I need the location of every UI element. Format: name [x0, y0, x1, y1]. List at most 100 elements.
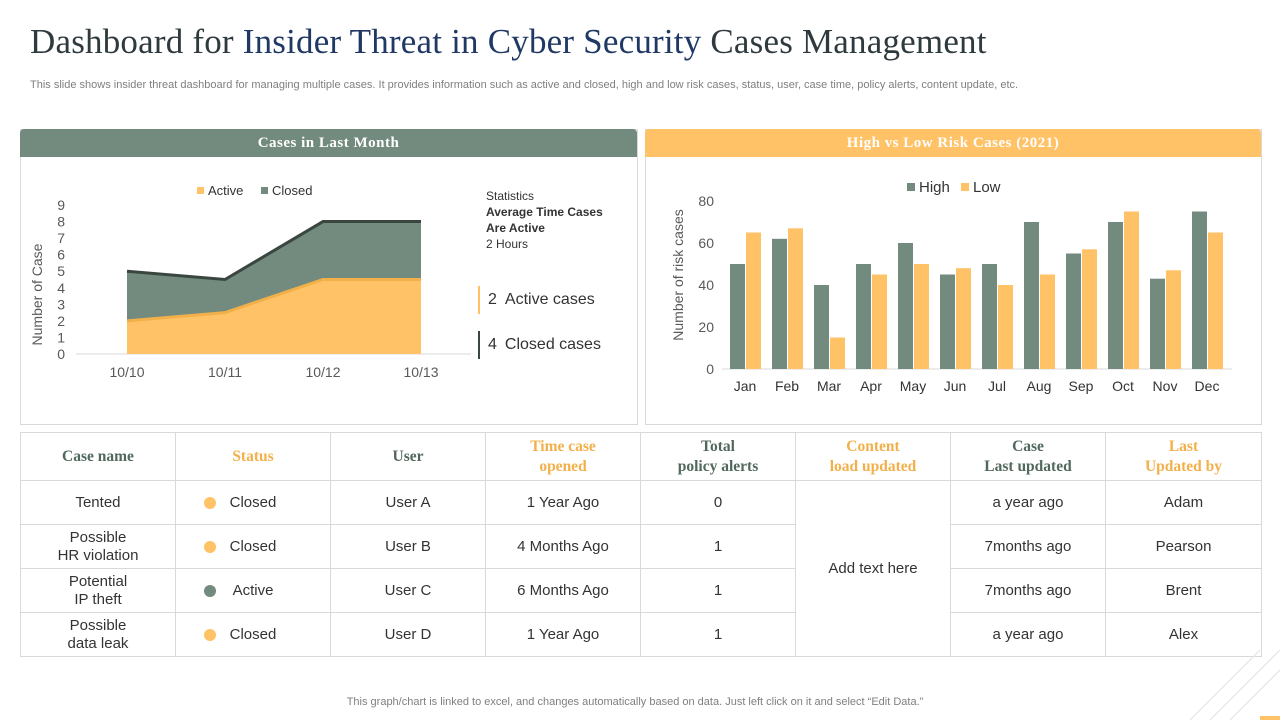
title-part-1: Dashboard for — [30, 22, 243, 61]
y-tick-label: 20 — [698, 319, 714, 335]
kpi-active-value: 2 — [488, 291, 497, 308]
cases-table: Case name Status User Time case opened To… — [20, 432, 1262, 657]
statistics-value: 2 Hours — [486, 237, 529, 251]
y-tick-label: 0 — [706, 361, 714, 377]
statistics-block: Statistics Average Time Cases Are Active… — [486, 188, 603, 252]
bar-high — [1024, 222, 1039, 369]
risk-cases-header: High vs Low Risk Cases (2021) — [645, 129, 1261, 157]
y-axis-label: Number of Case — [29, 243, 45, 345]
bar-low — [998, 285, 1013, 369]
kpi-active-label: Active cases — [504, 291, 595, 308]
cell-policy-alerts: 1 — [640, 568, 796, 613]
status-dot-icon — [204, 540, 216, 553]
cell-last-updated-by: Brent — [1105, 568, 1262, 613]
header-user: User — [330, 432, 486, 481]
header-time-case-opened: Time case opened — [485, 432, 641, 481]
x-tick-label: May — [900, 378, 926, 394]
header-content-load-updated: Content load updated — [795, 432, 951, 481]
y-tick-label: 2 — [57, 313, 65, 329]
bar-low — [830, 337, 845, 369]
cell-status: Active — [175, 568, 331, 613]
header-case-name: Case name — [20, 432, 176, 481]
decor-line — [1229, 669, 1280, 720]
cases-last-month-header: Cases in Last Month — [20, 129, 637, 157]
cell-time-opened: 1 Year Ago — [485, 612, 641, 657]
y-tick-label: 80 — [698, 193, 714, 209]
x-tick-label: Jul — [988, 378, 1006, 394]
y-tick-label: 4 — [57, 280, 65, 296]
cell-time-opened: 6 Months Ago — [485, 568, 641, 613]
legend-swatch-low — [961, 183, 969, 191]
title-part-2: Cases Management — [701, 22, 987, 61]
cell-last-updated-by: Adam — [1105, 480, 1262, 525]
cell-case-name: Potential IP theft — [20, 568, 176, 613]
x-tick-label: Feb — [775, 378, 799, 394]
bar-low — [1124, 211, 1139, 369]
y-tick-label: 8 — [57, 214, 65, 230]
y-tick-label: 3 — [57, 296, 65, 312]
x-tick-label: Jun — [944, 378, 967, 394]
cell-case-name: Tented — [20, 480, 176, 525]
x-tick-label: Sep — [1069, 378, 1094, 394]
bar-high — [856, 264, 871, 369]
statistics-label: Statistics — [486, 189, 535, 203]
bar-low — [1040, 274, 1055, 369]
cell-last-updated-by: Pearson — [1105, 524, 1262, 569]
x-tick-label: Dec — [1195, 378, 1220, 394]
bar-chart[interactable]: High Low 0 20 40 60 80 Number of risk cases Jan F… — [652, 165, 1252, 405]
cell-case-last-updated: a year ago — [950, 480, 1106, 525]
cell-case-last-updated: 7months ago — [950, 568, 1106, 613]
cell-case-last-updated: 7months ago — [950, 524, 1106, 569]
line-closed — [126, 220, 421, 282]
cell-policy-alerts: 1 — [640, 612, 796, 657]
cell-case-name: Possible data leak — [20, 612, 176, 657]
bar-low — [1166, 270, 1181, 369]
bar-low — [1082, 249, 1097, 369]
status-dot-icon — [204, 584, 216, 597]
x-tick-label: Jan — [734, 378, 757, 394]
table-row: Possible HR violation Closed User B 4 Mon… — [20, 524, 1262, 569]
y-tick-label: 0 — [57, 346, 65, 362]
cell-last-updated-by: Alex — [1105, 612, 1262, 657]
statistics-bold-line-2: Are Active — [486, 221, 545, 235]
bar-low — [956, 268, 971, 369]
y-tick-label: 40 — [698, 277, 714, 293]
bar-low — [1208, 232, 1223, 369]
statistics-bold-line-1: Average Time Cases — [486, 205, 603, 219]
table-row: Tented Closed User A 1 Year Ago 0 Add te… — [20, 480, 1262, 657]
status-dot-icon — [204, 496, 216, 509]
status-dot-icon — [204, 628, 216, 641]
y-axis-label: Number of risk cases — [670, 209, 686, 340]
cell-user: User B — [330, 524, 486, 569]
decor-line — [1209, 650, 1280, 720]
bar-high — [772, 238, 787, 369]
bar-high — [814, 285, 829, 369]
cell-policy-alerts: 0 — [640, 480, 796, 525]
cell-status: Closed — [175, 612, 331, 657]
legend-swatch-active — [197, 187, 204, 194]
header-last-updated-by: Last Updated by — [1105, 432, 1262, 481]
table-header-row: Case name Status User Time case opened To… — [20, 432, 1262, 481]
legend-label-high: High — [919, 179, 950, 196]
x-tick-label: Mar — [817, 378, 841, 394]
table-row: Possible data leak Closed User D 1 Year A… — [20, 612, 1262, 657]
bar-high — [1192, 211, 1207, 369]
cell-user: User A — [330, 480, 486, 525]
kpi-closed-value: 4 — [488, 336, 497, 353]
cell-user: User D — [330, 612, 486, 657]
cell-user: User C — [330, 568, 486, 613]
cell-content-load-updated: Add text here — [795, 480, 951, 657]
cell-status: Closed — [175, 480, 331, 525]
x-tick-label: 10/13 — [403, 364, 438, 380]
y-tick-label: 5 — [57, 263, 65, 279]
area-active — [127, 279, 421, 354]
x-tick-label: 10/12 — [305, 364, 340, 380]
bar-high — [1150, 278, 1165, 369]
y-tick-label: 9 — [57, 197, 65, 213]
bar-high — [940, 274, 955, 369]
bar-high — [982, 264, 997, 369]
bar-low — [788, 228, 803, 369]
footer-note: This graph/chart is linked to excel, and… — [346, 696, 924, 708]
line-active — [126, 278, 421, 323]
